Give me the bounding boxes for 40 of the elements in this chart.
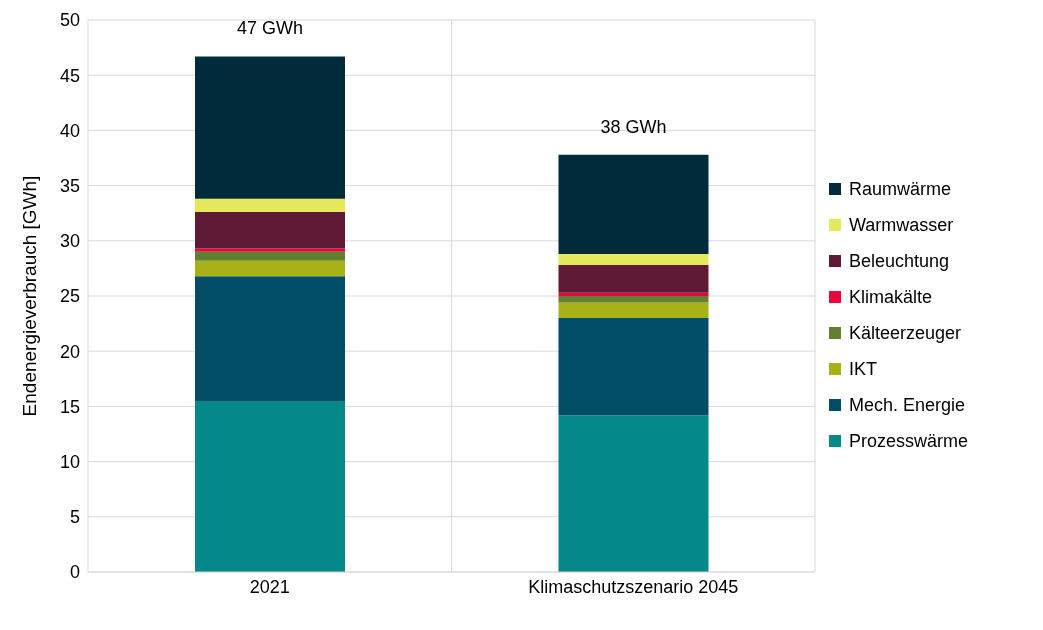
y-tick-label: 10 xyxy=(59,451,80,472)
bar xyxy=(195,248,345,252)
bar xyxy=(558,415,709,572)
y-tick-label: 35 xyxy=(59,175,80,196)
bar xyxy=(195,251,345,261)
legend-label: Warmwasser xyxy=(849,214,954,236)
bar xyxy=(195,260,345,277)
bar xyxy=(558,296,709,303)
y-tick-label: 5 xyxy=(69,507,80,528)
legend-label: IKT xyxy=(849,358,878,380)
y-axis-title: Endenergieverbrauch [GWh] xyxy=(18,175,40,417)
bar xyxy=(558,292,709,296)
y-tick-label: 25 xyxy=(59,286,80,307)
y-tick-label: 40 xyxy=(59,120,80,141)
legend-label: Beleuchtung xyxy=(849,250,950,272)
bar xyxy=(195,400,345,572)
bar xyxy=(558,154,709,255)
x-tick-label: 2021 xyxy=(249,576,290,597)
bar xyxy=(558,302,709,319)
bar xyxy=(558,265,709,293)
legend-label: Mech. Energie xyxy=(849,394,966,416)
x-tick-label: Klimaschutzszenario 2045 xyxy=(528,576,739,597)
y-tick-label: 20 xyxy=(59,341,80,362)
y-tick-label: 15 xyxy=(59,396,80,417)
legend-label: Kälteerzeuger xyxy=(849,322,962,344)
total-label: 38 GWh xyxy=(600,116,667,137)
legend-label: Prozesswärme xyxy=(849,430,969,452)
total-label: 47 GWh xyxy=(236,18,304,39)
y-tick-label: 45 xyxy=(59,65,80,86)
legend-label: Raumwärme xyxy=(849,178,952,200)
bar xyxy=(195,276,345,401)
bar xyxy=(195,212,345,249)
bar xyxy=(558,254,709,266)
y-tick-label: 0 xyxy=(69,562,80,583)
bar xyxy=(558,318,709,416)
y-tick-label: 50 xyxy=(59,10,80,31)
bar xyxy=(195,56,345,199)
y-tick-label: 30 xyxy=(59,231,80,252)
legend-label: Klimakälte xyxy=(849,286,933,308)
bar xyxy=(195,198,345,213)
